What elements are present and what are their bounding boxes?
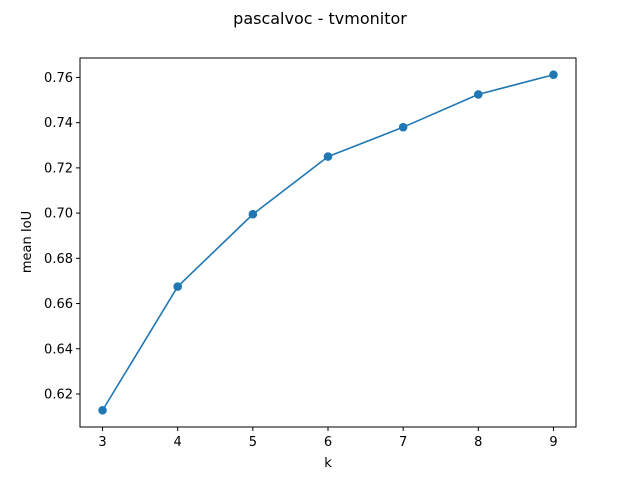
y-axis-ticks: 0.62 0.64 0.66 0.68 0.70 0.72 0.74 0.76 bbox=[44, 71, 80, 402]
data-point bbox=[173, 282, 182, 291]
y-tick-label: 0.70 bbox=[44, 207, 73, 222]
data-point bbox=[323, 152, 333, 161]
y-tick-label: 0.66 bbox=[44, 297, 73, 312]
x-tick-label: 5 bbox=[249, 435, 257, 450]
y-tick-label: 0.68 bbox=[44, 252, 73, 267]
y-tick-label: 0.76 bbox=[44, 71, 73, 86]
y-tick-label: 0.62 bbox=[44, 387, 73, 402]
x-tick-label: 9 bbox=[549, 435, 557, 450]
data-point bbox=[98, 405, 107, 415]
data-point bbox=[398, 122, 408, 132]
y-tick-label: 0.64 bbox=[44, 342, 73, 357]
x-axis-ticks: 3 4 5 6 7 8 9 bbox=[98, 427, 558, 450]
x-axis-label: k bbox=[324, 456, 332, 471]
data-point bbox=[474, 90, 483, 99]
x-tick-label: 8 bbox=[474, 435, 482, 450]
y-axis-label: mean IoU bbox=[20, 211, 35, 273]
y-tick-label: 0.74 bbox=[44, 116, 73, 131]
x-tick-label: 3 bbox=[98, 435, 106, 450]
chart-title: pascalvoc - tvmonitor bbox=[233, 9, 407, 28]
y-tick-label: 0.72 bbox=[44, 161, 73, 176]
x-tick-label: 7 bbox=[399, 435, 407, 450]
data-point bbox=[549, 70, 558, 80]
series-layer bbox=[98, 70, 558, 415]
data-point bbox=[248, 209, 258, 219]
plot-frame bbox=[79, 57, 577, 428]
x-tick-label: 6 bbox=[324, 435, 332, 450]
x-tick-label: 4 bbox=[174, 435, 182, 450]
